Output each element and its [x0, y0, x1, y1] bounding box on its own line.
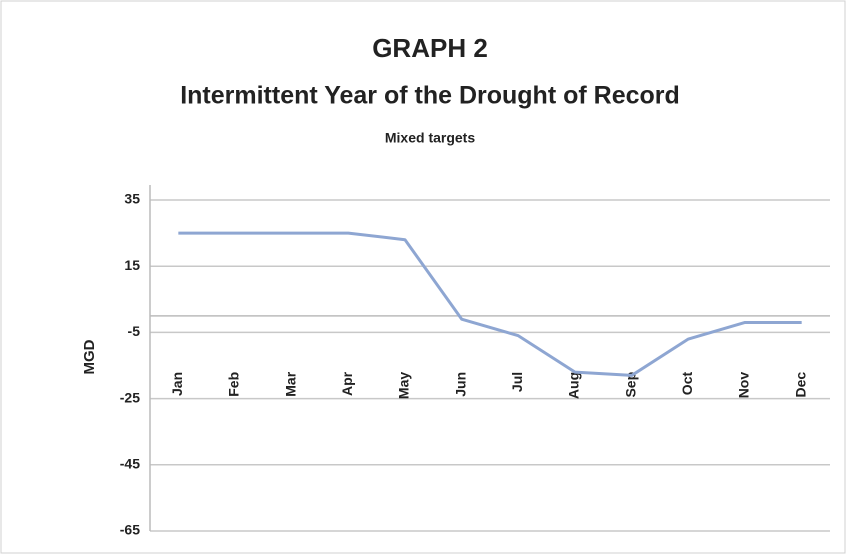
y-tick-label: -5 — [128, 323, 141, 339]
y-tick-label: 15 — [124, 257, 140, 273]
x-tick-label: May — [396, 372, 412, 399]
x-tick-label: Aug — [566, 372, 582, 399]
chart-subtitle: Intermittent Year of the Drought of Reco… — [180, 82, 680, 110]
y-axis-label: MGD — [81, 339, 98, 374]
x-tick-label: Nov — [736, 372, 752, 399]
x-tick-label: Sep — [622, 372, 638, 398]
x-tick-label: Jul — [509, 372, 525, 392]
y-tick-label: -25 — [120, 389, 140, 405]
chart-title: GRAPH 2 — [372, 33, 488, 63]
x-tick-label: Jun — [452, 372, 468, 397]
y-tick-label: -45 — [120, 456, 140, 472]
data-line — [178, 231, 802, 377]
x-tick-label: Apr — [339, 371, 355, 396]
y-tick-label: 35 — [124, 191, 140, 207]
x-tick-label: Feb — [226, 372, 242, 397]
x-tick-label: Dec — [792, 372, 808, 398]
x-tick-label: Mar — [282, 371, 298, 396]
chart-note: Mixed targets — [385, 130, 475, 146]
x-tick-label: Jan — [169, 372, 185, 396]
x-tick-label: Oct — [679, 372, 695, 396]
y-tick-label: -65 — [120, 522, 140, 538]
